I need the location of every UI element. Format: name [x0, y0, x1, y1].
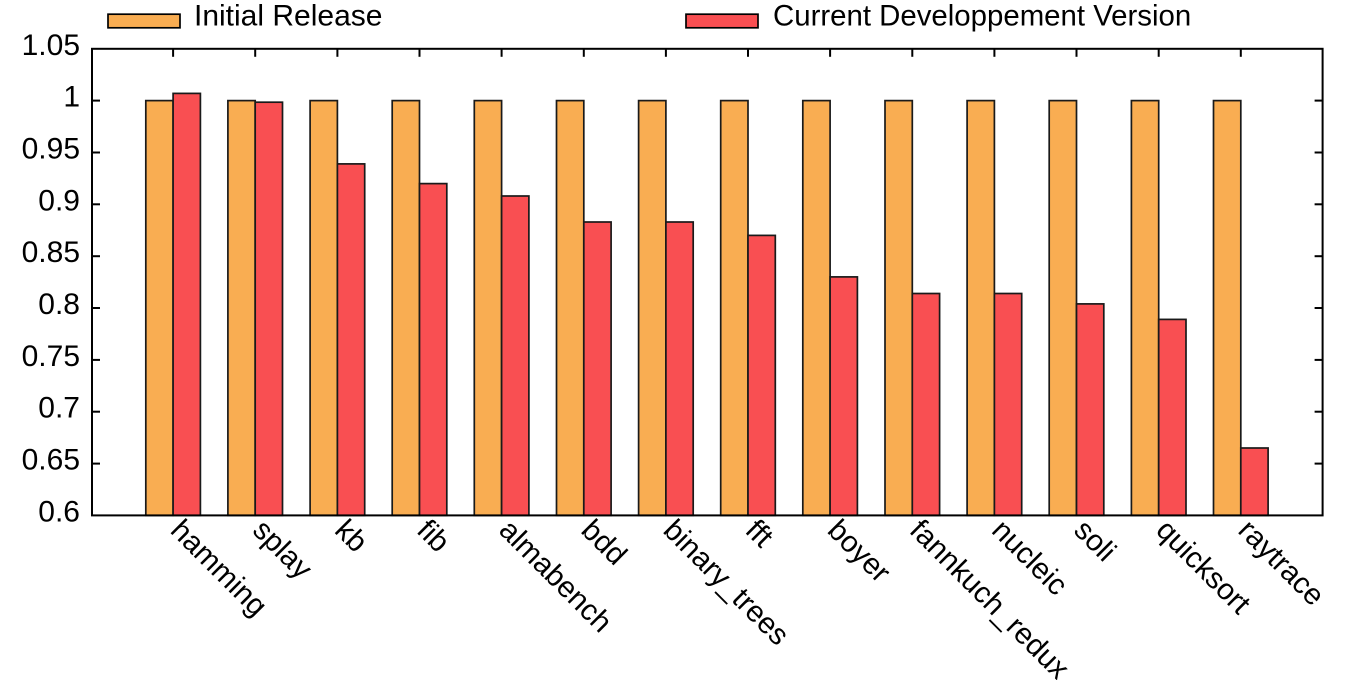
svg-text:0.8: 0.8 [38, 288, 80, 321]
svg-text:0.7: 0.7 [38, 392, 80, 425]
svg-text:0.85: 0.85 [22, 236, 80, 269]
svg-text:0.95: 0.95 [22, 133, 80, 166]
svg-text:1: 1 [63, 81, 80, 114]
svg-text:1.05: 1.05 [22, 29, 80, 62]
svg-text:0.65: 0.65 [22, 444, 80, 477]
svg-text:0.75: 0.75 [22, 340, 80, 373]
svg-text:0.9: 0.9 [38, 184, 80, 217]
svg-text:0.6: 0.6 [38, 495, 80, 528]
svg-text:Current Developpement Version: Current Developpement Version [773, 0, 1191, 33]
svg-text:Initial Release: Initial Release [194, 0, 382, 33]
